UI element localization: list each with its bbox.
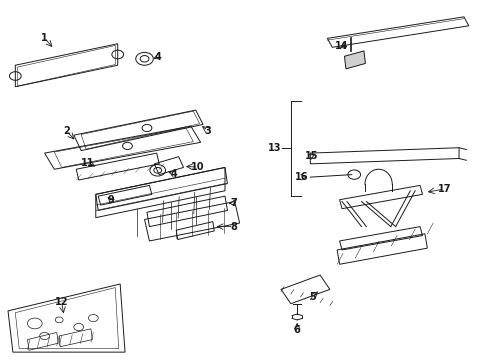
Text: 6: 6 bbox=[293, 325, 300, 335]
Text: 5: 5 bbox=[309, 292, 316, 302]
Text: 3: 3 bbox=[204, 126, 211, 135]
Text: 8: 8 bbox=[230, 222, 237, 231]
Text: 14: 14 bbox=[335, 41, 348, 50]
Text: 12: 12 bbox=[55, 297, 68, 307]
Text: 15: 15 bbox=[305, 151, 318, 161]
Text: 9: 9 bbox=[107, 195, 114, 205]
Polygon shape bbox=[344, 51, 365, 69]
Text: 1: 1 bbox=[41, 33, 48, 43]
Text: 10: 10 bbox=[191, 162, 204, 172]
Text: 17: 17 bbox=[437, 184, 450, 194]
Text: 11: 11 bbox=[81, 158, 94, 168]
Text: 2: 2 bbox=[63, 126, 70, 136]
Text: 16: 16 bbox=[295, 172, 308, 182]
Text: 13: 13 bbox=[267, 143, 281, 153]
Text: 4: 4 bbox=[154, 52, 161, 62]
Text: 7: 7 bbox=[230, 198, 237, 208]
Text: 4: 4 bbox=[170, 169, 177, 179]
